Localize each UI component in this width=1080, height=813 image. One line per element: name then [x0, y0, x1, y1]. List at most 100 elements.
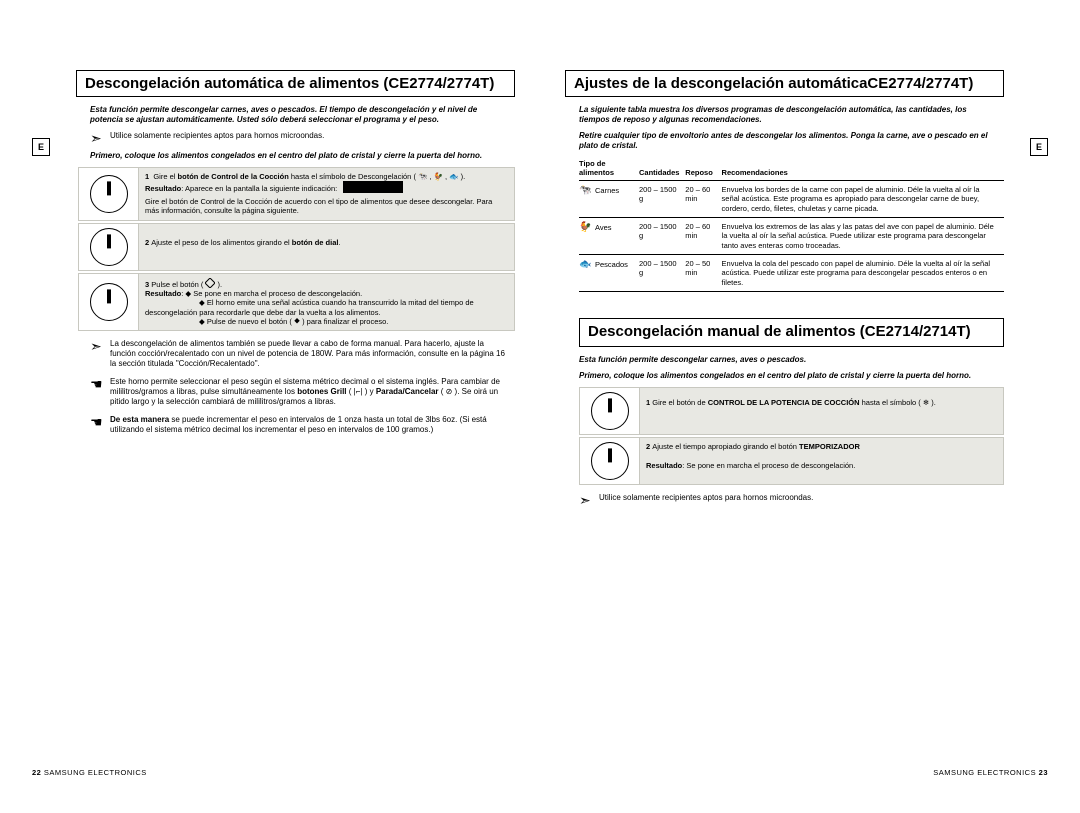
para-increment: ☚ De esta manera se puede incrementar el…: [90, 415, 515, 435]
page-num: 23: [1039, 768, 1048, 777]
brand: SAMSUNG ELECTRONICS: [933, 768, 1038, 777]
m-step-1-text: 1 Gire el botón de CONTROL DE LA POTENCI…: [640, 388, 1003, 434]
m-note: ➣ Utilice solamente recipientes aptos pa…: [579, 493, 1004, 507]
intro4: Primero, coloque los alimentos congelado…: [579, 371, 1004, 381]
arrow-icon: ➣: [90, 131, 104, 145]
arrow-icon: ➣: [579, 493, 593, 507]
table-row: 🐓Aves 200 – 1500 g 20 – 60 min Envuelva …: [579, 217, 1004, 254]
para-units: ☚ Este horno permite seleccionar el peso…: [90, 377, 515, 407]
t: TEMPORIZADOR: [799, 442, 860, 451]
lang-marker-left: E: [32, 138, 50, 156]
intro-table: La siguiente tabla muestra los diversos …: [579, 105, 1004, 125]
t: Envuelva los extremos de las alas y las …: [722, 217, 1004, 254]
t: hasta el símbolo de Descongelación (: [289, 172, 418, 181]
t: 200 – 1500 g: [639, 180, 685, 217]
m-step-1: 1 Gire el botón de CONTROL DE LA POTENCI…: [579, 387, 1004, 435]
title-left: Descongelación automática de alimentos (…: [76, 70, 515, 97]
page-spread: E Descongelación automática de alimentos…: [0, 0, 1080, 813]
table-row: 🐟Pescados 200 – 1500 g 20 – 50 min Envue…: [579, 255, 1004, 292]
t: 20 – 60 min: [685, 217, 721, 254]
meat-icon: 🐄: [579, 185, 595, 198]
t: ( |⌐| ) y: [347, 387, 376, 396]
t: CONTROL DE LA POTENCIA DE COCCIÓN: [708, 398, 860, 407]
t: 20 – 60 min: [685, 180, 721, 217]
t: Parada/Cancelar: [376, 387, 439, 396]
t: Gire el botón de: [652, 398, 707, 407]
t: Ajuste el tiempo apropiado girando el bo…: [652, 442, 799, 451]
t: Aves: [595, 223, 612, 232]
title-right-2: Descongelación manual de alimentos (CE27…: [579, 318, 1004, 347]
t: El horno emite una señal acústica cuando…: [145, 298, 474, 316]
t: Pescados: [595, 260, 628, 269]
t: Resultado: [145, 289, 181, 298]
m-step-2-text: 2 Ajuste el tiempo apropiado girando el …: [640, 438, 1003, 484]
t: 200 – 1500 g: [639, 217, 685, 254]
t: Envuelva la cola del pescado con papel d…: [722, 255, 1004, 292]
page-num: 22: [32, 768, 41, 777]
footer-right: SAMSUNG ELECTRONICS 23: [933, 768, 1048, 777]
t: botón de dial: [292, 238, 339, 247]
page-left: E Descongelación automática de alimentos…: [32, 70, 515, 777]
content-left: Esta función permite descongelar carnes,…: [90, 105, 515, 439]
defrost-table: Tipo de alimentos Cantidades Reposo Reco…: [579, 157, 1004, 292]
t: : Se pone en marcha el proceso de descon…: [682, 461, 855, 470]
t: Envuelva los bordes de la carne con pape…: [722, 180, 1004, 217]
display-icon: [343, 181, 403, 193]
brand: SAMSUNG ELECTRONICS: [41, 768, 146, 777]
lang-marker-right: E: [1030, 138, 1048, 156]
t: Gire el: [153, 172, 177, 181]
th-rest: Reposo: [685, 157, 721, 180]
step-2-text: 2 Ajuste el peso de los alimentos girand…: [139, 224, 514, 270]
page-right: E Ajustes de la descongelación automátic…: [565, 70, 1048, 777]
t: botón de Control de la Cocción: [178, 172, 289, 181]
intro3: Esta función permite descongelar carnes,…: [579, 355, 1004, 365]
th-food: Tipo de alimentos: [579, 157, 639, 180]
fish-icon: 🐟: [579, 259, 595, 272]
dial-diagram-2: [79, 224, 139, 270]
step-1: 1 Gire el botón de Control de la Cocción…: [78, 167, 515, 221]
t: Gire el botón de Control de la Cocción d…: [145, 197, 508, 216]
t: Ajuste el peso de los alimentos girando …: [151, 238, 292, 247]
t: Carnes: [595, 186, 619, 195]
t: hasta el símbolo ( ❄ ).: [860, 398, 936, 407]
step-3-text: 3 Pulse el botón ( ). Resultado: ◆ Se po…: [139, 274, 514, 331]
hand-icon: ☚: [90, 415, 104, 429]
dial-diagram-m2: [580, 438, 640, 484]
th-rec: Recomendaciones: [722, 157, 1004, 180]
t: Resultado: [145, 184, 181, 193]
t: Utilice solamente recipientes aptos para…: [599, 493, 813, 503]
step-3: 3 Pulse el botón ( ). Resultado: ◆ Se po…: [78, 273, 515, 332]
title-right-1: Ajustes de la descongelación automáticaC…: [565, 70, 1004, 97]
t: ).: [215, 280, 222, 289]
t: Pulse el botón (: [151, 280, 205, 289]
dial-diagram-1: [79, 168, 139, 220]
t: La descongelación de alimentos también s…: [110, 339, 505, 369]
intro-text: Esta función permite descongelar carnes,…: [90, 105, 515, 125]
th-qty: Cantidades: [639, 157, 685, 180]
t: botones Grill: [297, 387, 346, 396]
t: Este horno permite seleccionar el peso s…: [110, 377, 505, 407]
m-step-2: 2 Ajuste el tiempo apropiado girando el …: [579, 437, 1004, 485]
t: 200 – 1500 g: [639, 255, 685, 292]
container-note: ➣ Utilice solamente recipientes aptos pa…: [90, 131, 515, 145]
t: 20 – 50 min: [685, 255, 721, 292]
start-icon: [205, 278, 215, 288]
hand-icon: ☚: [90, 377, 104, 391]
t: Resultado: [646, 461, 682, 470]
note-text: Utilice solamente recipientes aptos para…: [110, 131, 324, 141]
dial-diagram-3: [79, 274, 139, 331]
para-manual: ➣ La descongelación de alimentos también…: [90, 339, 515, 369]
table-row: 🐄Carnes 200 – 1500 g 20 – 60 min Envuelv…: [579, 180, 1004, 217]
content-right: La siguiente tabla muestra los diversos …: [579, 105, 1004, 511]
first-step: Primero, coloque los alimentos congelado…: [90, 151, 515, 161]
t: De esta manera: [110, 415, 169, 424]
dial-diagram-m1: [580, 388, 640, 434]
step-2: 2 Ajuste el peso de los alimentos girand…: [78, 223, 515, 271]
arrow-icon: ➣: [90, 339, 104, 353]
t: Se pone en marcha el proceso de desconge…: [193, 289, 362, 298]
poultry-icon: 🐓: [579, 222, 595, 235]
t: Pulse de nuevo el botón ( ⯁ ) para final…: [207, 317, 389, 326]
step-1-text: 1 Gire el botón de Control de la Cocción…: [139, 168, 514, 220]
t: De esta manera se puede incrementar el p…: [110, 415, 505, 435]
food-icons: 🐄 , 🐓 , 🐟 ).: [418, 172, 465, 181]
